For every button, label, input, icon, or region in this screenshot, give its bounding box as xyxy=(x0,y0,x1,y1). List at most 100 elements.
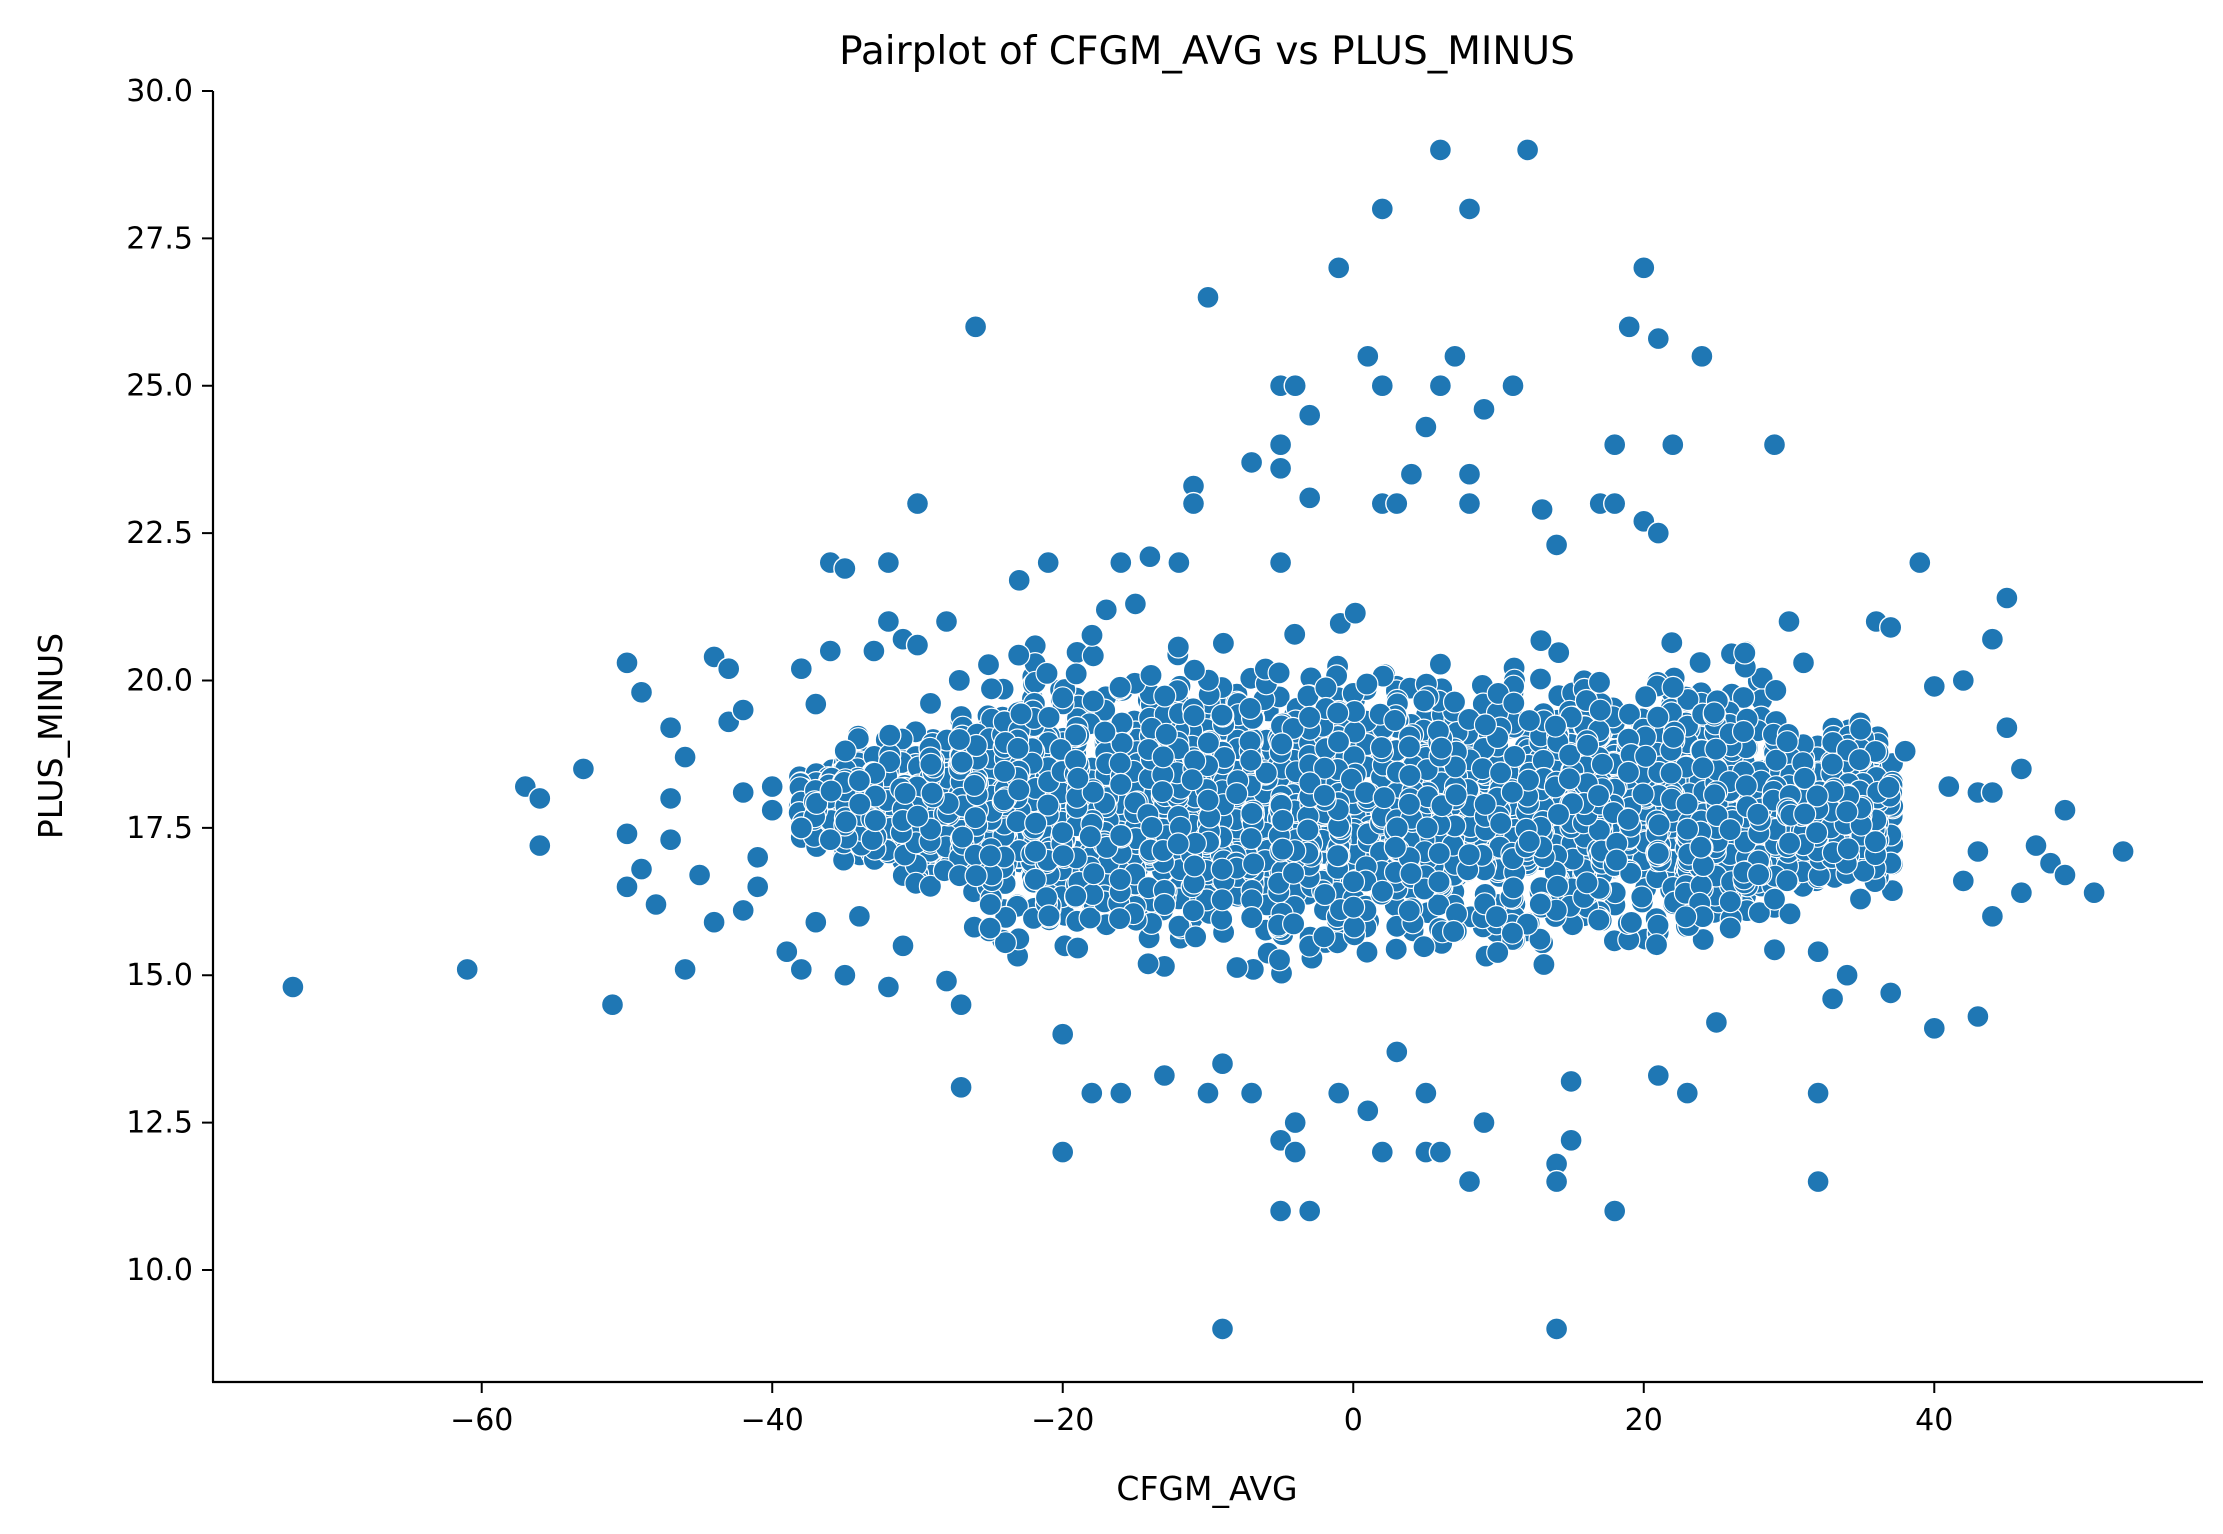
data-point xyxy=(1473,792,1497,816)
data-point xyxy=(949,993,973,1017)
data-point xyxy=(1675,1081,1700,1105)
data-point xyxy=(1225,955,1249,980)
data-point xyxy=(918,874,943,898)
y-axis-ticks: 10.0 12.5 15.0 17.5 20.0 22.5 25.0 27.5 30.0 xyxy=(126,74,213,1288)
data-point xyxy=(1835,800,1859,824)
data-point xyxy=(1646,841,1670,866)
x-tick-label: −60 xyxy=(450,1403,513,1438)
data-point xyxy=(1051,843,1075,868)
data-point xyxy=(905,804,930,828)
data-point xyxy=(1066,766,1090,790)
data-point xyxy=(1793,802,1817,826)
data-point xyxy=(1836,837,1860,861)
data-point xyxy=(615,875,639,899)
y-tick-label: 30.0 xyxy=(126,74,193,109)
data-point xyxy=(1457,462,1482,486)
data-point xyxy=(600,993,625,1017)
data-point xyxy=(1166,832,1190,856)
data-point xyxy=(1587,670,1612,694)
data-point xyxy=(847,769,872,793)
data-point xyxy=(818,828,842,852)
data-point xyxy=(905,491,930,516)
data-point xyxy=(1050,820,1075,845)
data-point xyxy=(1107,906,1132,931)
data-point xyxy=(1152,1063,1177,1088)
data-point xyxy=(1731,719,1756,744)
data-point xyxy=(1517,708,1542,733)
data-point xyxy=(1023,867,1047,892)
data-point xyxy=(1384,937,1408,961)
data-point xyxy=(860,827,884,852)
data-point xyxy=(731,780,755,805)
data-point xyxy=(1762,938,1787,962)
data-point xyxy=(1240,905,1264,930)
data-point xyxy=(1619,861,1643,885)
data-point xyxy=(1634,685,1658,709)
data-point xyxy=(1081,644,1105,668)
data-point xyxy=(978,916,1002,940)
data-point xyxy=(819,779,843,803)
data-point xyxy=(2009,757,2034,781)
data-point xyxy=(1383,835,1407,859)
data-point xyxy=(1312,783,1337,808)
data-point xyxy=(1080,623,1104,647)
data-point xyxy=(1297,486,1322,510)
data-point xyxy=(1966,839,1990,864)
data-point xyxy=(1109,772,1133,797)
data-point xyxy=(1341,870,1366,894)
data-point xyxy=(1369,735,1394,760)
data-point xyxy=(1283,1110,1307,1135)
data-point xyxy=(1733,641,1757,665)
data-point xyxy=(1210,857,1234,881)
data-point xyxy=(1428,652,1453,676)
data-point xyxy=(1616,807,1641,831)
y-tick-label: 15.0 xyxy=(126,958,193,993)
data-point xyxy=(1646,1063,1671,1088)
data-point xyxy=(1691,927,1715,952)
data-point xyxy=(1397,792,1422,816)
data-point xyxy=(1081,780,1105,804)
data-point xyxy=(1372,785,1396,810)
data-point xyxy=(1429,736,1454,760)
data-point xyxy=(1630,885,1654,909)
data-point xyxy=(2053,863,2077,887)
data-point xyxy=(1659,761,1683,785)
data-point xyxy=(1661,433,1685,457)
data-point xyxy=(1937,774,1961,799)
data-point xyxy=(1109,1081,1133,1105)
data-point xyxy=(1312,925,1336,949)
x-axis-ticks: −60 −40 −20 0 20 40 xyxy=(450,1382,1953,1438)
data-point xyxy=(1009,702,1033,726)
data-point xyxy=(1210,907,1234,931)
data-point xyxy=(1281,912,1306,936)
data-point xyxy=(1167,550,1191,575)
data-point xyxy=(1501,876,1526,900)
data-point xyxy=(1545,874,1570,898)
data-point xyxy=(1660,631,1684,655)
data-point xyxy=(1691,756,1715,780)
data-point xyxy=(1412,935,1436,959)
data-point xyxy=(964,864,988,888)
data-point xyxy=(804,910,828,934)
data-point xyxy=(818,639,842,663)
data-point xyxy=(1196,285,1220,309)
data-point xyxy=(934,969,959,993)
chart-title: Pairplot of CFGM_AVG vs PLUS_MINUS xyxy=(839,29,1575,74)
data-point xyxy=(1050,1140,1075,1164)
data-point xyxy=(1166,635,1190,659)
data-point xyxy=(1167,914,1191,938)
data-point xyxy=(1398,763,1422,788)
data-point xyxy=(528,786,552,811)
data-point xyxy=(876,975,901,999)
data-point xyxy=(1544,1317,1569,1341)
data-point xyxy=(1271,808,1295,833)
data-point xyxy=(1528,892,1552,916)
data-point xyxy=(1239,826,1263,851)
data-point xyxy=(1007,643,1031,667)
data-point xyxy=(993,931,1018,955)
data-point xyxy=(1427,841,1451,866)
data-point xyxy=(1385,816,1409,840)
y-axis-title: PLUS_MINUS xyxy=(31,633,70,839)
data-point xyxy=(673,957,697,982)
